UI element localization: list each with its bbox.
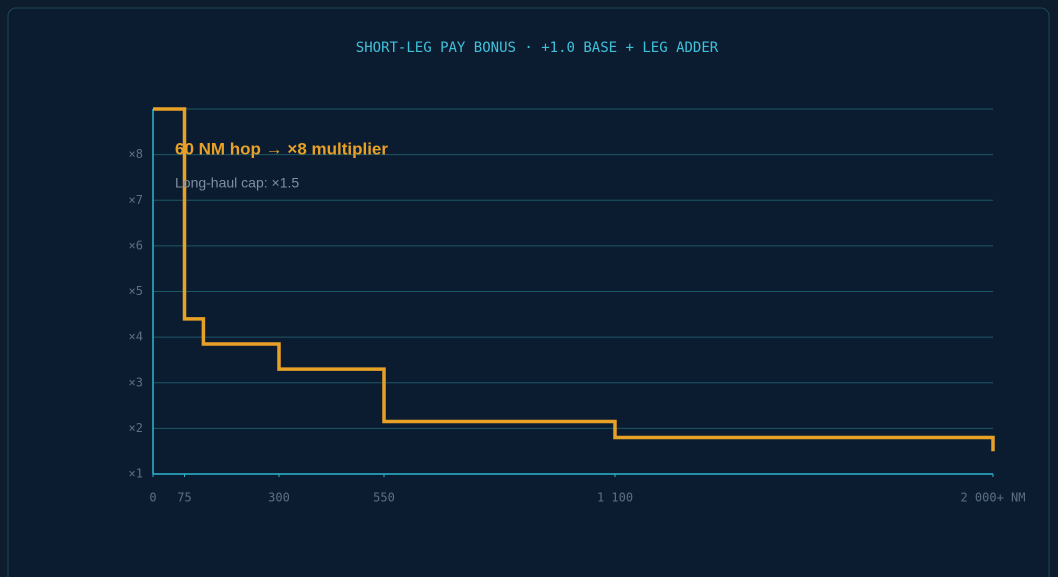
x-tick-label: 1 100 <box>597 491 633 505</box>
y-tick-label: ×4 <box>129 330 143 344</box>
y-tick-label: ×1 <box>129 467 143 481</box>
y-tick-label: ×8 <box>129 147 143 161</box>
x-tick-label: 0 <box>149 491 156 505</box>
y-tick-label: ×2 <box>129 421 143 435</box>
panel <box>7 7 1050 577</box>
y-tick-label: ×5 <box>129 284 143 298</box>
x-tick-label: 300 <box>268 491 290 505</box>
x-tick-label: 75 <box>177 491 191 505</box>
chart-title: SHORT-LEG PAY BONUS · +1.0 BASE + LEG AD… <box>356 40 719 56</box>
y-tick-label: ×6 <box>129 238 143 252</box>
x-tick-label: 550 <box>373 491 395 505</box>
y-tick-label: ×7 <box>129 193 143 207</box>
step-line <box>153 107 995 452</box>
y-tick-label: ×3 <box>129 375 143 389</box>
x-tick-label: 2 000+ NM <box>960 491 1025 505</box>
annotation: 60 NM hop → ×8 multiplier <box>175 139 388 158</box>
annotation: Long-haul cap: ×1.5 <box>175 175 299 191</box>
